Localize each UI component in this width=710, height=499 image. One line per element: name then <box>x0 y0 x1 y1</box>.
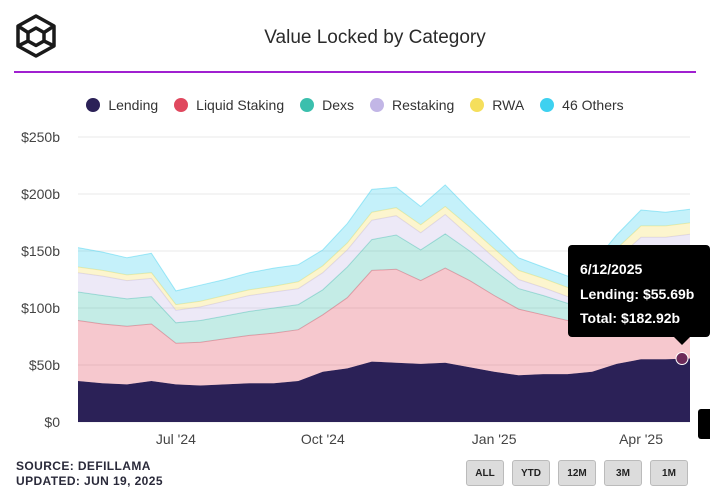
y-tick-label: $50b <box>29 357 60 373</box>
legend-label: Dexs <box>322 97 355 113</box>
legend-item-restaking[interactable]: Restaking <box>370 97 454 113</box>
range-1m-button[interactable]: 1M <box>650 460 688 486</box>
range-selector: ALL YTD 12M 3M 1M <box>466 460 688 486</box>
x-tick-label: Jul '24 <box>156 431 196 447</box>
legend-item-rwa[interactable]: RWA <box>470 97 524 113</box>
legend-item-others[interactable]: 46 Others <box>540 97 624 113</box>
legend-label: RWA <box>492 97 525 113</box>
legend-swatch <box>470 98 485 112</box>
legend-item-lending[interactable]: Lending <box>86 97 158 113</box>
legend-label: Liquid Staking <box>196 97 285 113</box>
source-note: SOURCE: DEFILLAMA UPDATED: JUN 19, 2025 <box>16 459 163 489</box>
legend-label: 46 Others <box>562 97 624 113</box>
tooltip-lending: Lending: $55.69b <box>580 285 695 302</box>
range-all-button[interactable]: ALL <box>466 460 504 486</box>
x-tick-label: Apr '25 <box>619 431 663 447</box>
series-area-rwa <box>78 206 690 311</box>
legend-swatch <box>300 98 315 112</box>
series-area-dexs <box>78 233 690 344</box>
series-area-lending <box>78 358 690 422</box>
brand-logo-icon <box>16 14 56 58</box>
side-panel-tab[interactable] <box>698 409 710 439</box>
series-area-46-others <box>78 184 690 305</box>
title-divider <box>14 71 696 73</box>
range-12m-button[interactable]: 12M <box>558 460 596 486</box>
tooltip-date: 6/12/2025 <box>580 261 643 277</box>
legend-label: Restaking <box>392 97 455 113</box>
series-area-restaking <box>78 214 690 323</box>
series-area-liquid-staking <box>78 268 690 386</box>
legend-item-liquid-staking[interactable]: Liquid Staking <box>174 97 284 113</box>
updated-label: UPDATED: JUN 19, 2025 <box>16 474 163 488</box>
chart-tooltip: 6/12/2025 Lending: $55.69b Total: $182.9… <box>568 245 710 345</box>
legend-swatch <box>86 98 101 112</box>
x-tick-label: Oct '24 <box>301 431 345 447</box>
y-tick-label: $150b <box>21 243 60 259</box>
range-3m-button[interactable]: 3M <box>604 460 642 486</box>
x-tick-label: Jan '25 <box>472 431 517 447</box>
hover-marker <box>675 352 689 366</box>
y-tick-label: $100b <box>21 300 60 316</box>
y-tick-label: $200b <box>21 186 60 202</box>
source-label: SOURCE: DEFILLAMA <box>16 459 151 473</box>
chart-title: Value Locked by Category <box>264 27 486 48</box>
y-tick-label: $250b <box>21 129 60 145</box>
legend-label: Lending <box>108 97 159 113</box>
legend-swatch <box>174 98 189 112</box>
legend-swatch <box>370 98 385 112</box>
tooltip-total: Total: $182.92b <box>580 310 681 326</box>
y-tick-label: $0 <box>44 414 60 430</box>
range-ytd-button[interactable]: YTD <box>512 460 550 486</box>
legend-item-dexs[interactable]: Dexs <box>300 97 354 113</box>
legend-swatch <box>540 98 555 112</box>
legend: Lending Liquid Staking Dexs Restaking RW… <box>0 97 710 113</box>
